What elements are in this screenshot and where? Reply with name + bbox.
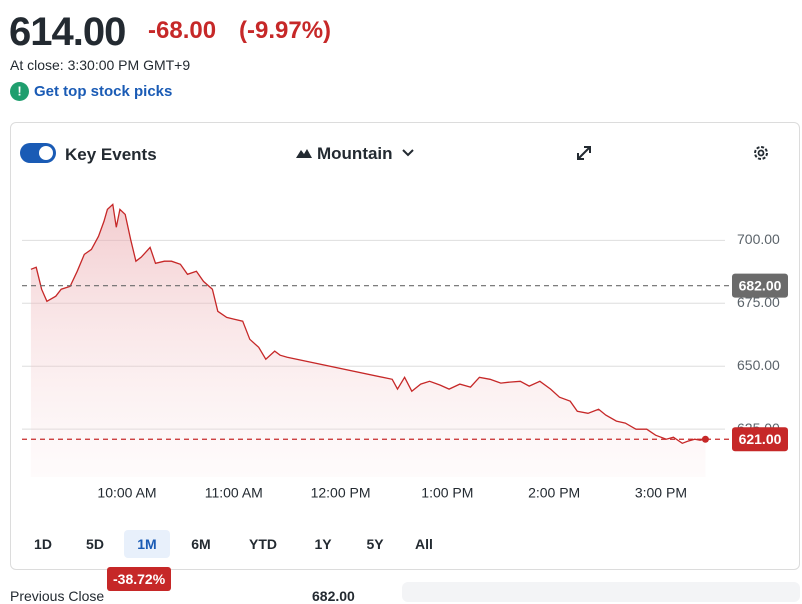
x-tick-label: 10:00 AM <box>97 485 156 501</box>
range-button[interactable]: 5D <box>86 536 104 552</box>
summary-panel <box>402 582 800 602</box>
x-tick-label: 11:00 AM <box>205 485 263 501</box>
svg-text:!: ! <box>17 83 21 98</box>
price-line <box>30 203 706 445</box>
area-fill <box>30 204 706 477</box>
y-tick-label: 700.00 <box>737 231 780 247</box>
reference-label: 682.00 <box>739 277 782 293</box>
chart-type[interactable]: Mountain <box>317 144 393 163</box>
mountain-icon <box>296 149 312 158</box>
x-tick-label: 12:00 PM <box>311 485 371 501</box>
chart-card <box>10 122 800 570</box>
promo-icon: ! <box>10 82 29 101</box>
range-button[interactable]: 1D <box>34 536 52 552</box>
close-time: At close: 3:30:00 PM GMT+9 <box>10 57 191 73</box>
range-button[interactable]: All <box>415 536 433 552</box>
toggle[interactable] <box>20 143 56 163</box>
range-change-badge: -38.72% <box>107 567 172 591</box>
promo-link[interactable]: Get top stock picks <box>34 83 173 100</box>
y-tick-label: 650.00 <box>737 357 780 373</box>
reference-label-box <box>732 273 788 298</box>
range-button[interactable]: 6M <box>191 536 211 552</box>
price: 614.00 <box>9 10 126 54</box>
summary-value: 682.00 <box>312 588 355 604</box>
range-button[interactable]: 1M <box>124 530 170 558</box>
price-change-percent: (-9.97%) <box>239 17 332 44</box>
price-change: -68.00 <box>148 17 217 44</box>
range-button[interactable]: 5Y <box>366 536 384 552</box>
x-tick-label: 1:00 PM <box>421 485 473 501</box>
expand-button[interactable] <box>576 145 592 161</box>
summary-label: Previous Close <box>10 588 105 604</box>
y-tick-label: 675.00 <box>737 294 780 310</box>
settings-button[interactable] <box>752 144 770 162</box>
reference-label-box <box>732 427 788 452</box>
x-tick-label: 3:00 PM <box>635 485 687 501</box>
range-selector: 1D 5D 1M 6M YTD 1Y 5Y All <box>20 530 450 558</box>
caret <box>402 149 414 157</box>
last-point <box>701 435 709 443</box>
x-tick-label: 2:00 PM <box>528 485 580 501</box>
key-events-label: Key Events <box>65 145 157 164</box>
reference-label: 621.00 <box>739 431 782 447</box>
range-button[interactable]: 1Y <box>314 536 332 552</box>
range-button[interactable]: YTD <box>249 536 277 552</box>
